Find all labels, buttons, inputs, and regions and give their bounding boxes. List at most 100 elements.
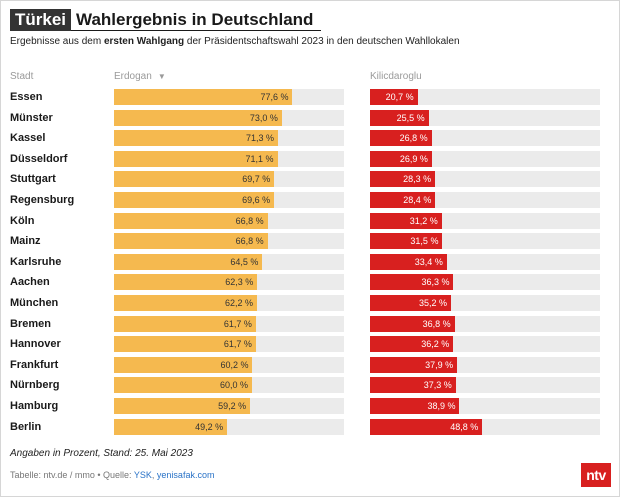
kilicdaroglu-bar-track: 25,5 % [370,109,600,126]
kilicdaroglu-bar-track: 28,4 % [370,192,600,208]
source-prefix: Tabelle: ntv.de / mmo • Quelle: [10,470,134,480]
erdogan-bar-track: 69,6 % [114,192,344,208]
erdogan-bar [114,295,258,311]
erdogan-bar-track: 62,2 % [114,295,344,311]
city-label: Kassel [10,132,46,145]
kilicdaroglu-value-label: 38,9 % [427,401,456,411]
chart-title: Wahlergebnis in Deutschland [71,9,322,31]
kilicdaroglu-bar [370,356,458,373]
kilicdaroglu-bar-track: 48,8 % [370,418,600,435]
erdogan-bar-track: 49,2 % [114,418,344,435]
kilicdaroglu-value-label: 28,4 % [403,195,432,205]
erdogan-bar [114,398,251,414]
kilicdaroglu-value-label: 31,5 % [410,236,439,247]
kicker-label: Türkei [10,9,72,31]
subtitle-post: der Präsidentschaftswahl 2023 in den deu… [184,36,460,47]
erdogan-bar [114,212,268,229]
erdogan-value-label: 61,7 % [223,339,252,350]
kilicdaroglu-bar [370,377,456,394]
kilicdaroglu-value-label: 33,4 % [414,256,443,267]
erdogan-value-label: 59,2 % [218,401,247,411]
erdogan-bar [114,130,278,147]
erdogan-bar-track: 71,1 % [114,150,344,167]
erdogan-bar-track: 60,0 % [114,377,344,394]
source-link-yenisafak[interactable]: yenisafak.com [156,470,215,480]
erdogan-bar [114,89,293,105]
source-separator: , [151,470,157,480]
erdogan-bar [114,377,252,394]
erdogan-bar-track: 62,3 % [114,274,344,291]
erdogan-bar [114,418,228,435]
city-label: Karlsruhe [10,255,62,268]
kilicdaroglu-bar [370,150,432,167]
table-row: Karlsruhe 64,5 % 33,4 % [0,252,620,272]
subtitle-bold: ersten Wahlgang [103,36,185,47]
kilicdaroglu-value-label: 36,2 % [421,339,450,350]
table-row: Münster 73,0 % 25,5 % [0,108,620,128]
table-row: Kassel 71,3 % 26,8 % [0,128,620,148]
erdogan-bar-track: 69,7 % [114,171,344,188]
kilicdaroglu-value-label: 35,2 % [418,298,447,308]
column-header-erdogan[interactable]: Erdogan ▼ [114,71,166,82]
kilicdaroglu-bar [370,192,436,208]
source-link-ysk[interactable]: YSK [133,470,152,480]
kilicdaroglu-bar [370,274,454,291]
sort-down-icon[interactable]: ▼ [157,72,166,81]
city-label: Frankfurt [10,358,59,371]
erdogan-value-label: 61,7 % [223,318,252,329]
erdogan-bar-track: 66,8 % [114,212,344,229]
table-row: Frankfurt 60,2 % 37,9 % [0,355,620,375]
erdogan-value-label: 73,0 % [249,112,278,123]
erdogan-value-label: 77,6 % [260,92,289,102]
kilicdaroglu-bar [370,398,460,414]
city-label: Regensburg [10,194,75,206]
erdogan-bar [114,192,275,208]
erdogan-value-label: 71,3 % [245,133,274,144]
table-row: Regensburg 69,6 % 28,4 % [0,190,620,210]
kilicdaroglu-bar [370,315,455,332]
kilicdaroglu-bar-track: 36,2 % [370,336,600,353]
table-row: Berlin 49,2 % 48,8 % [0,417,620,437]
column-header-kilicdaroglu[interactable]: Kilicdaroglu [370,71,422,82]
table-row: Nürnberg 60,0 % 37,3 % [0,375,620,395]
erdogan-value-label: 62,3 % [225,277,254,288]
erdogan-value-label: 60,2 % [220,359,249,370]
city-label: Mainz [10,235,41,248]
erdogan-bar-track: 71,3 % [114,130,344,147]
kilicdaroglu-bar-track: 28,3 % [370,171,600,188]
kilicdaroglu-value-label: 31,2 % [409,215,438,226]
kilicdaroglu-bar-track: 36,3 % [370,274,600,291]
column-header-city[interactable]: Stadt [10,71,34,82]
erdogan-bar-track: 73,0 % [114,109,344,126]
kilicdaroglu-value-label: 20,7 % [385,92,414,102]
city-label: Hamburg [10,400,59,412]
kilicdaroglu-bar-track: 38,9 % [370,398,600,414]
erdogan-bar-track: 61,7 % [114,336,344,353]
erdogan-bar [114,233,268,250]
city-label: Nürnberg [10,379,60,392]
kilicdaroglu-bar-track: 26,9 % [370,150,600,167]
erdogan-bar-track: 66,8 % [114,233,344,250]
kilicdaroglu-bar [370,109,429,126]
erdogan-value-label: 69,6 % [242,195,271,205]
kilicdaroglu-value-label: 36,8 % [422,318,451,329]
city-label: München [10,297,59,309]
kilicdaroglu-bar [370,253,447,270]
kilicdaroglu-bar-track: 36,8 % [370,315,600,332]
erdogan-bar [114,315,256,332]
footnote: Angaben in Prozent, Stand: 25. Mai 2023 [10,448,193,459]
erdogan-bar [114,274,258,291]
kilicdaroglu-value-label: 26,8 % [399,133,428,144]
chart-subtitle: Ergebnisse aus dem ersten Wahlgang der P… [10,36,460,47]
table-row: Hamburg 59,2 % 38,9 % [0,396,620,416]
kilicdaroglu-value-label: 37,3 % [423,380,452,391]
column-header-erdogan-label: Erdogan [114,71,152,82]
city-label: Hannover [10,338,61,351]
city-label: Stuttgart [10,173,56,186]
kilicdaroglu-bar [370,89,418,105]
subtitle-pre: Ergebnisse aus dem [10,36,104,47]
table-row: Bremen 61,7 % 36,8 % [0,314,620,334]
kilicdaroglu-bar [370,418,483,435]
kilicdaroglu-bar-track: 26,8 % [370,130,600,147]
kilicdaroglu-value-label: 26,9 % [399,153,428,164]
